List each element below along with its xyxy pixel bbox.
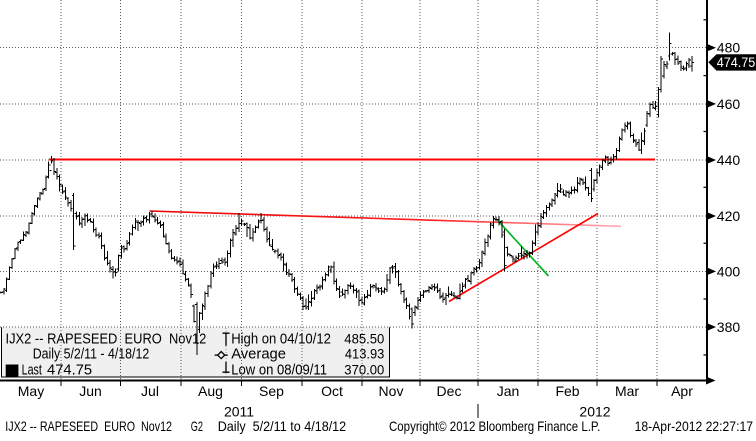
svg-text:460: 460 xyxy=(717,96,741,112)
svg-text:380: 380 xyxy=(717,319,741,335)
svg-text:Jun: Jun xyxy=(79,383,102,399)
svg-text:Mar: Mar xyxy=(615,383,639,399)
svg-text:370.00: 370.00 xyxy=(344,362,384,378)
svg-text:IJX2 -- RAPESEED EURO Nov12: IJX2 -- RAPESEED EURO Nov12 xyxy=(6,330,207,347)
svg-text:May: May xyxy=(18,383,44,399)
svg-text:474.75: 474.75 xyxy=(717,54,756,70)
svg-text:440: 440 xyxy=(717,152,741,168)
svg-text:Feb: Feb xyxy=(555,383,579,399)
svg-text:2012: 2012 xyxy=(579,404,610,420)
svg-text:Jan: Jan xyxy=(497,383,520,399)
svg-text:Sep: Sep xyxy=(259,383,284,399)
svg-text:Copyright© 2012 Bloomberg Fina: Copyright© 2012 Bloomberg Finance L.P. xyxy=(389,418,600,434)
svg-text:Last: Last xyxy=(22,362,43,379)
svg-text:2011: 2011 xyxy=(224,404,254,420)
svg-text:Aug: Aug xyxy=(198,383,223,399)
svg-text:IJX2 -- RAPESEED EURO Nov12: IJX2 -- RAPESEED EURO Nov12 xyxy=(5,418,172,434)
svg-text:480: 480 xyxy=(717,40,741,56)
svg-text:Oct: Oct xyxy=(321,383,343,399)
svg-text:Daily 5/2/11 - 4/18/12: Daily 5/2/11 - 4/18/12 xyxy=(33,346,150,363)
svg-text:400: 400 xyxy=(717,263,741,279)
svg-text:Daily 5/2/11 to 4/18/12: Daily 5/2/11 to 4/18/12 xyxy=(218,418,347,434)
svg-text:Average: Average xyxy=(231,346,286,363)
svg-text:485.50: 485.50 xyxy=(344,330,384,346)
svg-text:474.75: 474.75 xyxy=(47,362,92,379)
svg-text:Jul: Jul xyxy=(141,383,159,399)
svg-text:Apr: Apr xyxy=(671,383,693,399)
svg-text:Dec: Dec xyxy=(437,383,462,399)
svg-text:18-Apr-2012 22:27:17: 18-Apr-2012 22:27:17 xyxy=(635,418,754,434)
svg-text:413.93: 413.93 xyxy=(345,346,385,362)
svg-text:Low on 08/09/11: Low on 08/09/11 xyxy=(231,362,327,379)
svg-text:420: 420 xyxy=(717,208,741,224)
svg-text:G2: G2 xyxy=(191,418,203,434)
svg-text:High on 04/10/12: High on 04/10/12 xyxy=(231,330,331,347)
svg-text:Nov: Nov xyxy=(379,383,404,399)
